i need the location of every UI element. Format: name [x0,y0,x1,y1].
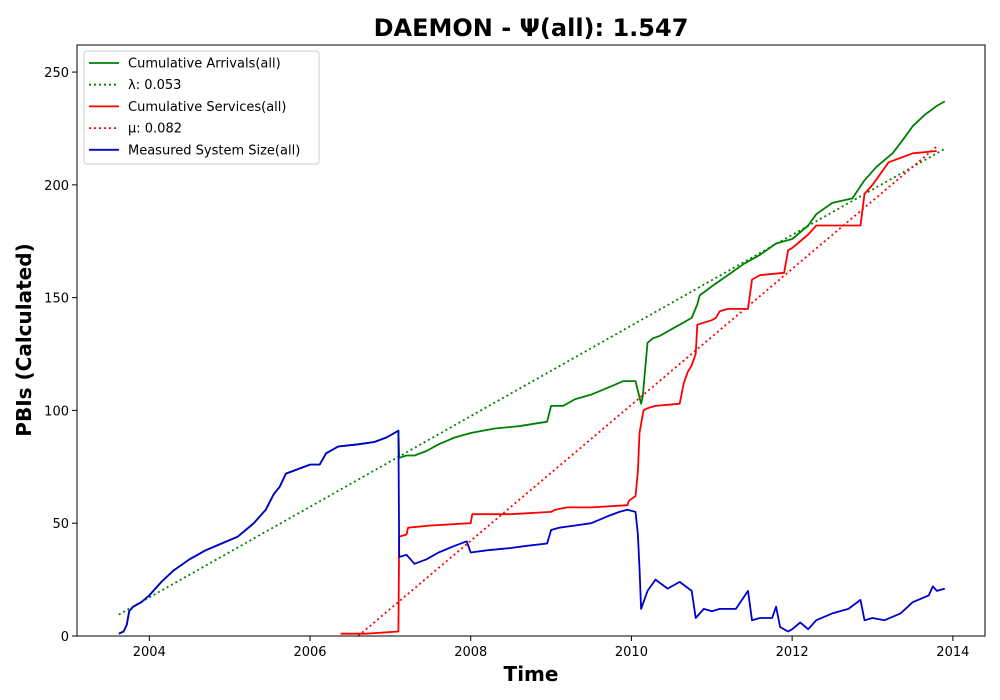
legend-label-2: Cumulative Services(all) [128,100,286,115]
legend-label-0: Cumulative Arrivals(all) [128,57,281,72]
y-tick-label-5: 250 [44,66,69,81]
chart-title: DAEMON - Ψ(all): 1.547 [374,14,689,42]
x-tick-label-0: 2004 [133,645,166,660]
x-axis-title: Time [504,662,559,686]
y-tick-label-1: 50 [52,517,69,532]
legend: Cumulative Arrivals(all) λ: 0.053 Cumulati… [83,50,320,165]
legend-label-3: μ: 0.082 [128,122,182,137]
series-line-4 [118,429,946,635]
y-tick-label-2: 100 [44,404,69,419]
y-axis: 0 50 100 150 200 250 [44,66,77,645]
legend-label-1: λ: 0.053 [128,78,181,93]
x-tick-label-1: 2006 [293,645,326,660]
y-tick-label-4: 200 [44,179,69,194]
x-tick-label-4: 2012 [776,645,809,660]
series-lines [118,100,946,637]
plot-frame [76,44,986,637]
x-axis: 2004 2006 2008 2010 2012 2014 [133,636,969,660]
y-tick-label-3: 150 [44,292,69,307]
y-axis-title: PBIs (Calculated) [12,243,36,436]
series-line-3 [357,145,938,637]
series-line-1 [118,148,946,616]
x-tick-label-5: 2014 [936,645,969,660]
x-tick-label-3: 2010 [615,645,648,660]
legend-label-4: Measured System Size(all) [128,143,300,158]
series-line-2 [340,150,937,635]
legend-box [83,50,320,165]
x-tick-label-2: 2008 [454,645,487,660]
y-tick-label-0: 0 [61,630,69,645]
series-line-0 [118,100,946,635]
